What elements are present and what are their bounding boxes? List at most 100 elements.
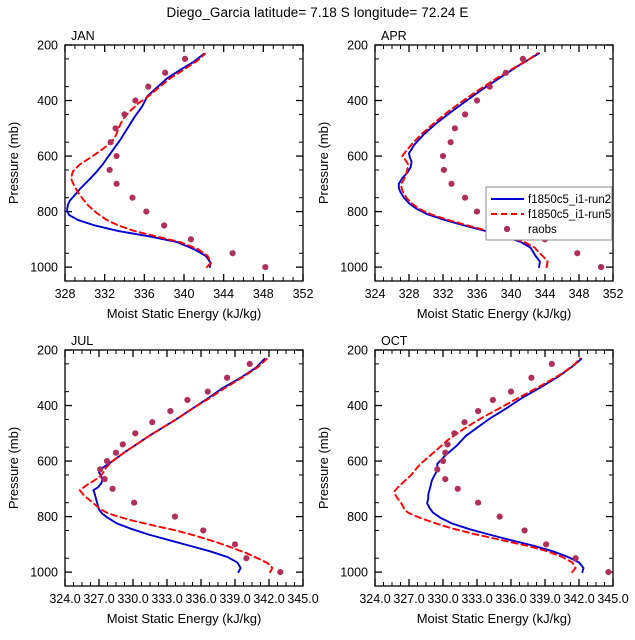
x-tick-label: 342.0 [253, 592, 284, 606]
y-tick-label: 400 [347, 399, 368, 413]
x-tick-label: 336 [467, 287, 488, 301]
data-marker-raobs [167, 407, 174, 415]
y-tick-label: 800 [347, 205, 368, 219]
data-marker-raobs [200, 527, 207, 534]
data-marker-raobs [129, 194, 136, 201]
x-tick-label: 342.0 [563, 592, 594, 606]
x-tick-label: 336 [134, 287, 155, 301]
data-marker-raobs [131, 499, 138, 506]
y-tick-label: 200 [347, 39, 368, 53]
data-marker-raobs [439, 152, 447, 160]
panel-label: APR [381, 29, 407, 43]
data-marker-raobs [101, 476, 108, 483]
data-marker-raobs [109, 485, 116, 492]
y-axis-title: Pressure (mb) [6, 427, 21, 509]
data-line-run2 [92, 357, 266, 574]
panel-oct: OCT 324.0 327.0 330.0 333.0 336.0 339.0 342.0 34… [310, 327, 635, 640]
data-marker-raobs [448, 180, 455, 187]
x-axis-title: Moist Static Energy (kJ/kg) [417, 611, 572, 626]
data-marker-raobs [107, 139, 114, 146]
legend-label: f1850c5_i1-run5 [528, 209, 611, 221]
data-marker-raobs [262, 264, 269, 271]
data-marker-raobs [521, 527, 528, 534]
data-marker-raobs [605, 569, 612, 576]
x-tick-label: 332 [94, 287, 115, 301]
data-marker-raobs [106, 166, 113, 174]
x-tick-label: 348 [253, 287, 274, 301]
chart-apr: APR 324 328 332 336 340 344 348 352 200 400 600 800 1… [316, 29, 623, 321]
data-marker-raobs [574, 250, 581, 257]
data-marker-raobs [502, 69, 509, 76]
figure-title: Diego_Garcia latitude= 7.18 S longitude=… [166, 5, 469, 20]
data-line-run5 [70, 52, 212, 269]
x-tick-label: 330.0 [427, 592, 458, 606]
panel-label: OCT [381, 334, 408, 348]
data-marker-raobs [132, 97, 139, 104]
data-marker-raobs [132, 430, 139, 437]
data-marker-raobs [486, 83, 493, 90]
x-tick-label: 345.0 [597, 592, 628, 606]
data-marker-raobs [451, 430, 458, 437]
data-marker-raobs [461, 419, 468, 426]
y-tick-label: 600 [37, 150, 58, 164]
y-tick-label: 1000 [340, 261, 368, 275]
data-marker-raobs [162, 69, 169, 76]
x-tick-label: 328 [55, 287, 76, 301]
y-tick-label: 200 [37, 344, 58, 358]
x-axis-title: Moist Static Energy (kJ/kg) [417, 306, 572, 321]
data-marker-raobs [442, 476, 449, 483]
x-tick-label: 324.0 [359, 592, 390, 606]
data-marker-raobs [113, 152, 120, 160]
y-tick-label: 800 [37, 205, 58, 219]
data-marker-raobs [181, 55, 189, 62]
y-tick-label: 1000 [30, 261, 58, 275]
y-tick-label: 200 [347, 344, 368, 358]
data-marker-raobs [149, 419, 156, 426]
panel-label: JAN [71, 29, 95, 43]
x-tick-label: 332 [433, 287, 454, 301]
data-marker-raobs [475, 499, 482, 506]
x-tick-label: 328 [399, 287, 420, 301]
data-marker-raobs [243, 555, 250, 562]
data-marker-raobs [454, 485, 461, 492]
data-marker-raobs [548, 360, 555, 367]
panel-jan: JAN 328 332 336 340 344 348 352 200 400 600 800 1000… [0, 22, 325, 335]
data-marker-raobs [223, 374, 231, 381]
x-tick-label: 340 [501, 287, 522, 301]
y-axis-title: Pressure (mb) [316, 427, 331, 509]
data-marker-raobs [442, 449, 449, 456]
data-marker-raobs [598, 264, 605, 271]
data-marker-raobs [475, 407, 482, 415]
data-line-run5 [78, 357, 274, 574]
chart-jan: JAN 328 332 336 340 344 348 352 200 400 600 800 1000… [6, 29, 314, 321]
data-marker-raobs [489, 396, 496, 404]
data-marker-raobs [161, 222, 168, 229]
data-marker-raobs [187, 236, 195, 243]
y-tick-label: 600 [347, 455, 368, 469]
y-axis-title: Pressure (mb) [316, 122, 331, 204]
panel-jul: JUL 324.0 327.0 330.0 333.0 336.0 339.0 342.0 34… [0, 327, 325, 640]
x-tick-label: 348 [569, 287, 590, 301]
y-tick-label: 200 [37, 39, 58, 53]
x-axis-title: Moist Static Energy (kJ/kg) [107, 306, 262, 321]
data-marker-raobs [434, 466, 441, 473]
data-marker-raobs [440, 166, 447, 174]
x-tick-label: 333.0 [461, 592, 492, 606]
x-tick-label: 340 [174, 287, 195, 301]
data-marker-raobs [507, 388, 515, 395]
data-marker-raobs [543, 541, 550, 548]
data-marker-raobs [103, 457, 111, 465]
data-marker-raobs [113, 180, 120, 187]
data-marker-raobs [473, 97, 481, 104]
legend-label: f1850c5_i1-run2 [528, 194, 611, 206]
data-marker-raobs [97, 466, 104, 473]
legend-swatch-raobs [503, 225, 511, 233]
panel-label: JUL [71, 334, 93, 348]
x-tick-label: 345.0 [287, 592, 318, 606]
data-line-run2 [66, 52, 212, 269]
x-tick-label: 327.0 [393, 592, 424, 606]
data-marker-raobs [473, 208, 481, 215]
data-marker-raobs [528, 374, 535, 381]
x-tick-label: 352 [293, 287, 314, 301]
